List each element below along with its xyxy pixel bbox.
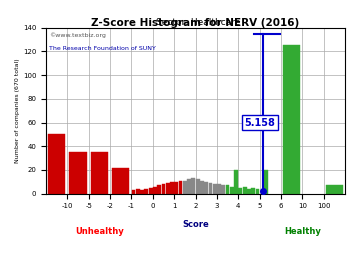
Text: 5.158: 5.158 <box>244 117 275 127</box>
Bar <box>196 179 199 194</box>
Bar <box>326 185 343 194</box>
Text: Unhealthy: Unhealthy <box>75 227 124 236</box>
Bar <box>238 188 242 194</box>
Text: Sector: Healthcare: Sector: Healthcare <box>156 18 240 27</box>
Bar <box>144 189 148 194</box>
Bar <box>251 188 255 194</box>
Bar <box>149 188 153 194</box>
Bar <box>192 178 195 194</box>
Bar <box>179 181 183 194</box>
Bar <box>247 189 251 194</box>
Bar <box>91 152 108 194</box>
Bar <box>162 184 165 194</box>
Y-axis label: Number of companies (670 total): Number of companies (670 total) <box>15 58 20 163</box>
Text: ©www.textbiz.org: ©www.textbiz.org <box>49 33 106 38</box>
Bar <box>221 185 225 194</box>
Text: Healthy: Healthy <box>284 227 321 236</box>
Bar <box>230 187 234 194</box>
Bar <box>140 190 144 194</box>
Bar <box>283 45 300 194</box>
Bar <box>243 187 247 194</box>
Bar <box>234 170 238 194</box>
X-axis label: Score: Score <box>182 220 209 230</box>
Bar <box>208 183 212 194</box>
Text: The Research Foundation of SUNY: The Research Foundation of SUNY <box>49 46 156 51</box>
Bar <box>264 170 268 194</box>
Bar <box>157 185 161 194</box>
Bar <box>204 182 208 194</box>
Bar <box>112 168 129 194</box>
Bar <box>200 181 204 194</box>
Bar <box>187 179 191 194</box>
Bar <box>153 187 157 194</box>
Bar <box>217 184 221 194</box>
Bar <box>183 181 187 194</box>
Bar <box>166 183 170 194</box>
Bar <box>170 182 174 194</box>
Bar <box>213 184 217 194</box>
Bar <box>69 152 86 194</box>
Bar <box>174 182 178 194</box>
Title: Z-Score Histogram for NERV (2016): Z-Score Histogram for NERV (2016) <box>91 18 300 28</box>
Bar <box>226 185 229 194</box>
Bar <box>132 190 135 194</box>
Bar <box>256 189 259 194</box>
Bar <box>136 189 140 194</box>
Bar <box>48 134 65 194</box>
